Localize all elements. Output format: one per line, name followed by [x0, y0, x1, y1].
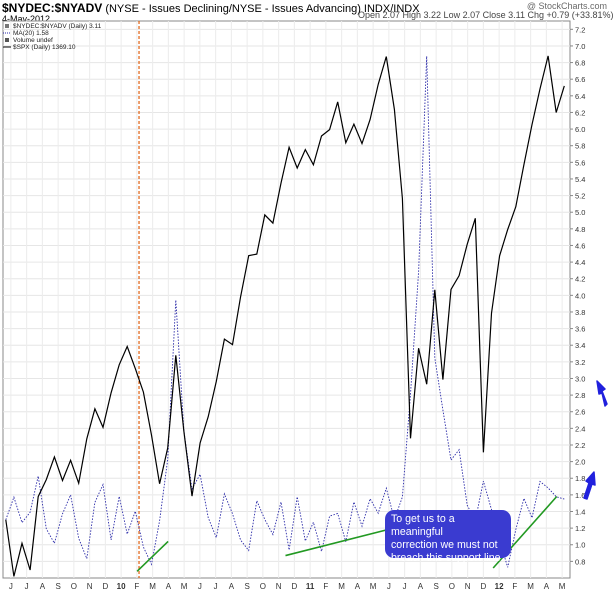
x-tick-label: M: [338, 582, 345, 591]
y-tick-label: 6.6: [575, 75, 585, 84]
legend-label: Volume undef: [13, 37, 53, 44]
x-tick-label: A: [418, 582, 424, 591]
x-tick-label: F: [134, 582, 139, 591]
x-tick-label: J: [25, 582, 29, 591]
arrows: [583, 380, 608, 500]
x-tick-label: F: [323, 582, 328, 591]
y-tick-label: 4.4: [575, 258, 585, 267]
y-tick-label: 2.4: [575, 424, 585, 433]
x-tick-label: J: [198, 582, 202, 591]
x-tick-label: S: [433, 582, 438, 591]
legend-label: $NYDEC:$NYADV (Daily) 3.11: [13, 23, 102, 30]
legend-swatch: [5, 24, 9, 28]
x-tick-label: O: [449, 582, 455, 591]
legend-label: MA(20) 1.58: [13, 30, 49, 37]
x-tick-label: M: [527, 582, 534, 591]
y-tick-label: 2.2: [575, 441, 585, 450]
y-tick-label: 2.6: [575, 408, 585, 417]
x-tick-label: N: [465, 582, 471, 591]
ma20-series-line: [5, 56, 565, 568]
symbol-description: (NYSE - Issues Declining/NYSE - Issues A…: [105, 3, 420, 15]
legend-label: $SPX (Daily) 1369.10: [13, 44, 76, 51]
y-tick-label: 5.0: [575, 208, 585, 217]
callout-line-3: breach this support line.: [391, 552, 504, 564]
quote-values: Open 2.07 High 3.22 Low 2.07 Close 3.11 …: [358, 10, 615, 20]
x-tick-label: O: [260, 582, 266, 591]
x-tick-label: D: [480, 582, 486, 591]
y-tick-label: 4.6: [575, 241, 585, 250]
y-tick-label: 3.2: [575, 358, 585, 367]
support-line: [136, 540, 169, 572]
y-tick-label: 5.6: [575, 158, 585, 167]
arrow-up-right-icon: [596, 380, 608, 407]
y-tick-label: 3.0: [575, 374, 585, 383]
x-tick-label: 10: [117, 582, 126, 591]
y-tick-label: 3.4: [575, 341, 585, 350]
x-tick-label: F: [512, 582, 517, 591]
x-tick-label: 11: [306, 582, 315, 591]
y-tick-label: 5.2: [575, 192, 585, 201]
x-tick-label: M: [149, 582, 156, 591]
x-tick-label: J: [9, 582, 13, 591]
y-tick-label: 3.6: [575, 325, 585, 334]
callout-line-2: correction we must not: [391, 539, 498, 551]
x-tick-label: S: [244, 582, 249, 591]
x-tick-label: A: [229, 582, 235, 591]
x-tick-label: O: [71, 582, 77, 591]
y-tick-label: 3.8: [575, 308, 585, 317]
x-tick-label: 12: [495, 582, 504, 591]
y-tick-label: 6.4: [575, 92, 585, 101]
callout-line-1: To get us to a meaningful: [391, 513, 455, 538]
annotation-callout: To get us to a meaningful correction we …: [385, 510, 511, 564]
x-tick-label: A: [355, 582, 361, 591]
y-tick-label: 0.8: [575, 557, 585, 566]
y-tick-label: 6.8: [575, 59, 585, 68]
legend-swatch: [5, 38, 9, 42]
arrow-up-left-icon: [583, 471, 596, 500]
x-tick-label: D: [102, 582, 108, 591]
x-axis: J J A S O N D 10 F M A M J J A S O N D 11 F M A M J J A S O N D 12 F M A M: [9, 582, 566, 591]
x-tick-label: M: [181, 582, 188, 591]
x-tick-label: J: [387, 582, 391, 591]
x-tick-label: A: [166, 582, 172, 591]
x-tick-label: N: [87, 582, 93, 591]
y-tick-label: 6.2: [575, 108, 585, 117]
x-tick-label: M: [559, 582, 566, 591]
y-tick-label: 1.6: [575, 491, 585, 500]
x-tick-label: J: [214, 582, 218, 591]
quote-line: Open 2.07 High 3.22 Low 2.07 Close 3.11 …: [358, 10, 615, 20]
y-tick-label: 6.0: [575, 125, 585, 134]
x-tick-label: A: [40, 582, 46, 591]
y-tick-label: 1.8: [575, 474, 585, 483]
series-layer: [5, 55, 565, 577]
x-tick-label: N: [276, 582, 282, 591]
y-tick-label: 1.4: [575, 507, 585, 516]
x-tick-label: D: [291, 582, 297, 591]
y-tick-label: 4.0: [575, 291, 585, 300]
y-tick-label: 5.4: [575, 175, 585, 184]
y-axis: 0.8 1.0 1.2 1.4 1.6 1.8 2.0 2.2 2.4 2.6 2.8 3.0 3.2 3…: [570, 25, 585, 566]
spx-series-line: [5, 55, 565, 577]
y-tick-label: 7.0: [575, 42, 585, 51]
y-tick-label: 1.0: [575, 541, 585, 550]
stockcharts-watermark: @ StockCharts.com: [526, 1, 607, 11]
plot-area: [2, 20, 571, 579]
x-tick-label: S: [55, 582, 60, 591]
y-tick-label: 4.2: [575, 275, 585, 284]
y-tick-label: 2.8: [575, 391, 585, 400]
y-tick-label: 2.0: [575, 458, 585, 467]
symbol-label: $NYDEC:$NYADV: [2, 1, 103, 15]
y-tick-label: 7.2: [575, 25, 585, 34]
x-tick-label: A: [544, 582, 550, 591]
y-tick-label: 1.2: [575, 524, 585, 533]
y-tick-label: 5.8: [575, 142, 585, 151]
chart-date: 4-May-2012: [2, 14, 51, 24]
y-tick-label: 4.8: [575, 225, 585, 234]
chart-title: $NYDEC:$NYADV (NYSE - Issues Declining/N…: [2, 1, 420, 15]
x-tick-label: M: [370, 582, 377, 591]
x-tick-label: J: [403, 582, 407, 591]
